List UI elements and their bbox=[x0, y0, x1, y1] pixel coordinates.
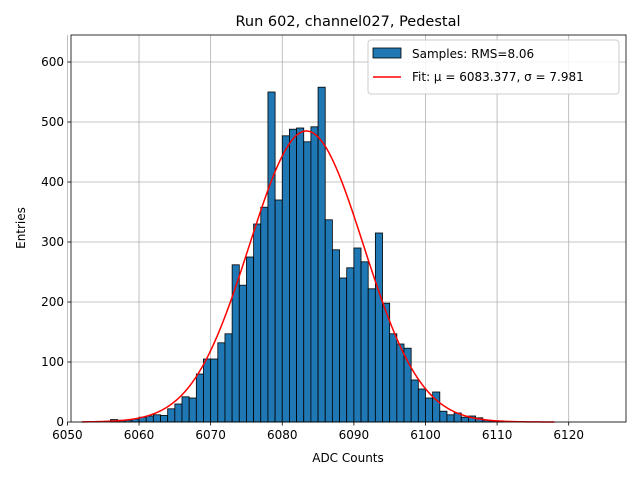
histogram-bar bbox=[224, 333, 233, 423]
histogram-bar bbox=[396, 343, 405, 423]
histogram-bar bbox=[417, 388, 426, 423]
histogram-bar bbox=[174, 403, 183, 423]
histogram-bar bbox=[439, 410, 448, 423]
histogram-bar bbox=[188, 397, 197, 423]
x-tick-label: 6060 bbox=[124, 428, 155, 442]
histogram-bar bbox=[152, 414, 161, 423]
histogram-bar bbox=[403, 347, 412, 423]
histogram-bar bbox=[389, 333, 398, 423]
gaussian-fit-line bbox=[81, 130, 555, 423]
legend-label-samples: Samples: RMS=8.06 bbox=[412, 47, 534, 61]
x-tick-label: 6070 bbox=[195, 428, 226, 442]
x-axis-label: ADC Counts bbox=[312, 451, 384, 465]
legend-label-fit: Fit: μ = 6083.377, σ = 7.981 bbox=[412, 70, 584, 84]
histogram-bar bbox=[246, 256, 255, 423]
x-tick-label: 6110 bbox=[482, 428, 513, 442]
histogram-bar bbox=[425, 397, 434, 423]
x-tick-label: 6090 bbox=[339, 428, 370, 442]
x-tick-label: 6100 bbox=[410, 428, 441, 442]
chart-title: Run 602, channel027, Pedestal bbox=[235, 14, 460, 30]
histogram-bar bbox=[253, 223, 262, 423]
histogram-bar bbox=[160, 414, 169, 423]
histogram-bar bbox=[203, 358, 212, 423]
histogram-bar bbox=[303, 141, 312, 423]
y-tick-label: 200 bbox=[41, 295, 64, 309]
y-axis-label: Entries bbox=[14, 207, 28, 249]
x-tick-label: 6050 bbox=[52, 428, 83, 442]
y-tick-label: 400 bbox=[41, 175, 64, 189]
plot-frame bbox=[70, 34, 627, 423]
histogram-bar bbox=[281, 135, 290, 423]
legend-box bbox=[367, 39, 620, 95]
histogram-bar bbox=[410, 379, 419, 423]
histogram-bar bbox=[310, 126, 319, 423]
y-tick-label: 500 bbox=[41, 115, 64, 129]
y-tick-label: 100 bbox=[41, 355, 64, 369]
histogram-bar bbox=[296, 127, 305, 423]
histogram-bar bbox=[346, 267, 355, 423]
y-tick-label: 0 bbox=[56, 415, 64, 429]
histogram-bar bbox=[331, 249, 340, 423]
histogram-bar bbox=[145, 415, 154, 423]
y-axis-ticks: 0 100 200 300 400 500 600 bbox=[41, 55, 71, 429]
histogram-bar bbox=[195, 373, 204, 423]
histogram-bar bbox=[460, 416, 469, 423]
x-axis-ticks: 6050 6060 6070 6080 6090 6100 6110 6120 bbox=[52, 422, 584, 442]
histogram-bar bbox=[167, 408, 176, 423]
histogram-bar bbox=[210, 358, 219, 423]
x-tick-label: 6080 bbox=[267, 428, 298, 442]
histogram-bar bbox=[238, 284, 247, 423]
legend: Samples: RMS=8.06 Fit: μ = 6083.377, σ =… bbox=[367, 39, 620, 95]
histogram-bar bbox=[217, 342, 226, 423]
histogram-bar bbox=[260, 206, 269, 423]
histogram-bar bbox=[432, 391, 441, 423]
y-tick-label: 300 bbox=[41, 235, 64, 249]
histogram-bar bbox=[339, 277, 348, 423]
histogram-bar bbox=[382, 302, 391, 423]
histogram-bar bbox=[367, 288, 376, 423]
histogram-bar bbox=[446, 414, 455, 423]
histogram-bar bbox=[324, 219, 333, 423]
y-tick-label: 600 bbox=[41, 55, 64, 69]
histogram-bar bbox=[360, 261, 369, 423]
histogram-bar bbox=[181, 396, 190, 423]
x-tick-label: 6120 bbox=[553, 428, 584, 442]
histogram-bar bbox=[289, 128, 297, 423]
histogram-bar bbox=[374, 232, 383, 423]
legend-swatch-samples bbox=[372, 47, 402, 59]
histogram-bar bbox=[353, 247, 362, 423]
histogram-bar bbox=[274, 199, 283, 423]
histogram-bar bbox=[267, 91, 276, 423]
